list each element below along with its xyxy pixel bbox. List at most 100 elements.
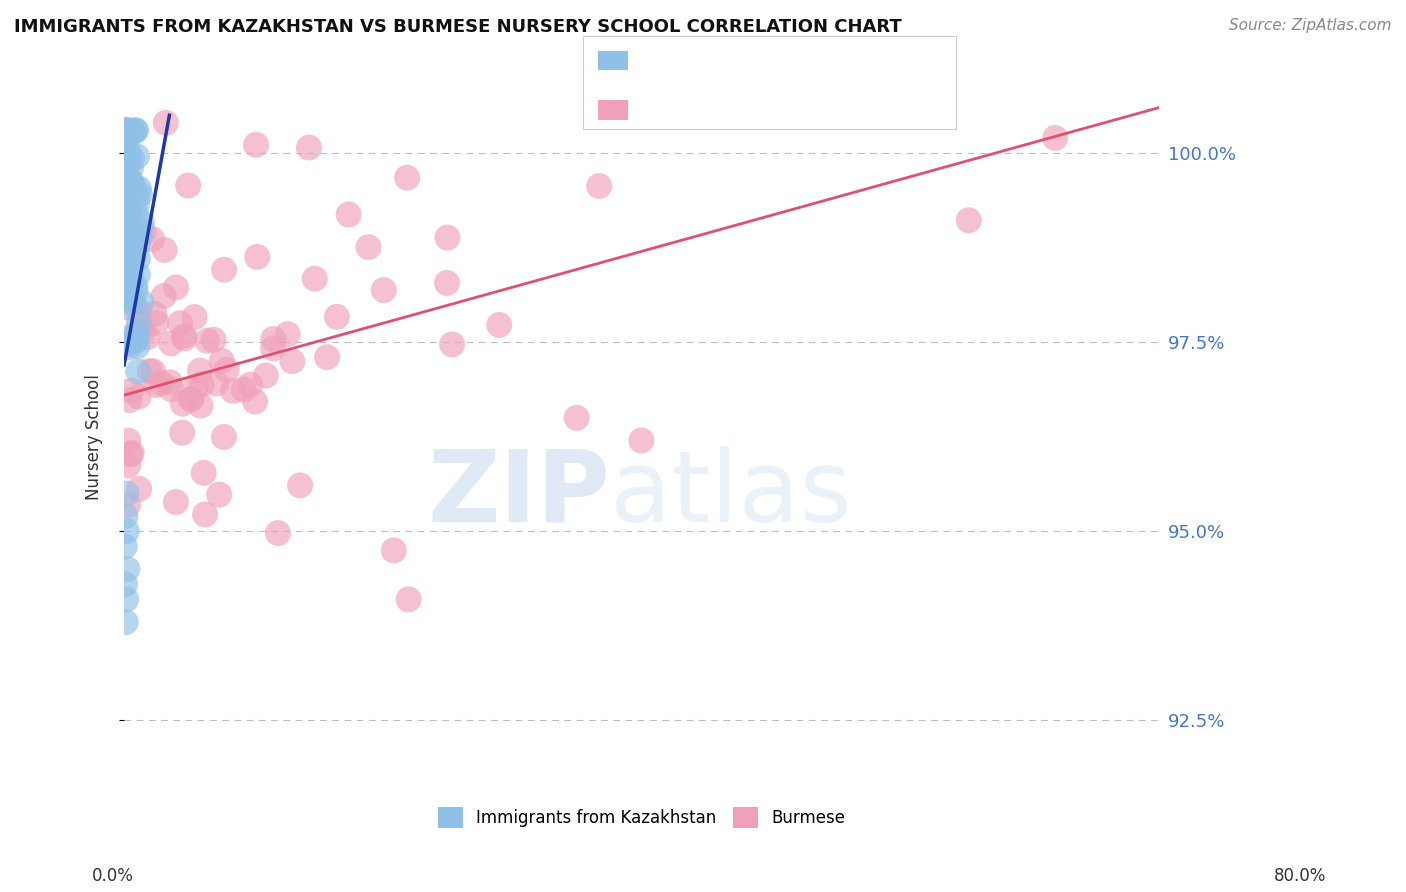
Text: 87: 87 [811,101,837,119]
Point [114,254,136,268]
Point [127,326,149,340]
Point [125,197,148,211]
Point [117,337,139,351]
Point [145,378,167,392]
Point [115,196,138,211]
Point [173,329,195,343]
Point [436,276,458,290]
Point [124,123,146,137]
Point [129,227,152,242]
Point [118,227,141,241]
Point [245,137,267,152]
Point [128,316,150,330]
Point [145,316,167,330]
Point [117,123,139,137]
Point [160,336,183,351]
Point [398,592,420,607]
Point [117,202,139,217]
Point [118,145,141,160]
Text: N =: N = [766,52,806,70]
Text: R =: R = [640,52,679,70]
Point [120,161,142,175]
Point [222,384,245,398]
Point [262,342,284,356]
Point [112,190,135,204]
Point [298,140,321,154]
Point [118,224,141,238]
Point [188,364,211,378]
Point [127,323,149,337]
Point [120,291,142,305]
Point [957,213,980,227]
Point [115,181,138,195]
Text: 0.0%: 0.0% [91,867,134,885]
Point [262,332,284,346]
Point [115,146,138,161]
Text: atlas: atlas [610,446,852,542]
Point [246,250,269,264]
Point [195,334,218,348]
Point [180,392,202,407]
Point [239,377,262,392]
Point [191,377,214,392]
Point [128,305,150,319]
Point [115,592,138,607]
Point [193,466,215,480]
Point [127,364,149,378]
Point [281,354,304,368]
Point [115,276,138,290]
Point [194,508,217,522]
Point [124,284,146,298]
Point [304,271,326,285]
Point [114,289,136,303]
Point [138,364,160,378]
Point [120,123,142,137]
Point [121,227,143,241]
Point [326,310,349,324]
Point [121,153,143,167]
Point [150,376,173,390]
Point [115,300,138,314]
Point [117,498,139,512]
Point [136,330,159,344]
Point [128,187,150,202]
Point [117,227,139,242]
Point [114,156,136,170]
Point [205,376,228,391]
Point [124,298,146,312]
Point [153,243,176,257]
Point [125,207,148,221]
Point [115,123,138,137]
Point [114,134,136,148]
Point [117,458,139,473]
Point [127,252,149,266]
Point [120,447,142,461]
Point [114,577,136,591]
Point [122,178,145,193]
Point [184,380,207,394]
Point [588,179,610,194]
Point [127,339,149,353]
Point [117,128,139,143]
Point [277,327,299,342]
Point [190,399,212,413]
Point [382,543,405,558]
Point [117,208,139,222]
Point [142,364,165,378]
Point [114,540,136,554]
Point [115,155,138,169]
Point [131,295,153,310]
Text: ZIP: ZIP [427,446,610,542]
Text: IMMIGRANTS FROM KAZAKHSTAN VS BURMESE NURSERY SCHOOL CORRELATION CHART: IMMIGRANTS FROM KAZAKHSTAN VS BURMESE NU… [14,18,901,36]
Point [565,410,588,425]
Point [117,123,139,137]
Point [114,180,136,194]
Point [254,368,277,383]
Text: 0.317: 0.317 [686,101,742,119]
Point [159,376,181,390]
Point [122,125,145,139]
Point [114,212,136,227]
Point [208,488,231,502]
Point [115,258,138,272]
Point [183,310,205,324]
